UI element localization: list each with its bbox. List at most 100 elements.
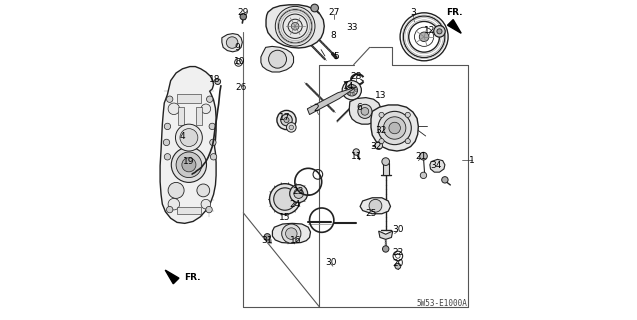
Circle shape: [311, 4, 318, 12]
Text: 14: 14: [343, 82, 355, 91]
Polygon shape: [222, 34, 242, 52]
Circle shape: [240, 13, 247, 20]
Text: 28: 28: [350, 72, 362, 81]
Text: 29: 29: [238, 8, 249, 17]
Circle shape: [175, 124, 203, 151]
Text: 21: 21: [416, 152, 427, 161]
Circle shape: [168, 182, 184, 198]
Circle shape: [201, 104, 211, 114]
Circle shape: [166, 206, 173, 213]
Circle shape: [419, 32, 429, 42]
Polygon shape: [349, 98, 381, 124]
Circle shape: [420, 152, 427, 160]
Polygon shape: [307, 87, 356, 115]
Text: 31: 31: [262, 236, 273, 245]
Circle shape: [355, 89, 357, 92]
Bar: [177, 94, 201, 103]
Text: 19: 19: [183, 157, 195, 166]
Circle shape: [379, 112, 384, 117]
Polygon shape: [266, 5, 324, 48]
Text: 33: 33: [347, 23, 358, 32]
Text: 13: 13: [375, 91, 387, 100]
Circle shape: [282, 224, 301, 243]
Circle shape: [285, 228, 297, 239]
Circle shape: [382, 246, 389, 252]
Circle shape: [201, 199, 211, 209]
Bar: [196, 107, 202, 125]
Circle shape: [420, 172, 427, 179]
Polygon shape: [160, 67, 216, 223]
Circle shape: [215, 79, 220, 84]
Circle shape: [182, 158, 196, 172]
Text: 1: 1: [469, 156, 475, 164]
Circle shape: [164, 123, 171, 130]
Text: 4: 4: [180, 132, 185, 140]
Circle shape: [361, 108, 369, 115]
Circle shape: [197, 184, 210, 197]
Text: 20: 20: [392, 260, 404, 268]
Text: 34: 34: [431, 161, 442, 170]
Circle shape: [164, 154, 171, 160]
Circle shape: [349, 88, 354, 93]
Circle shape: [395, 263, 401, 269]
Circle shape: [389, 122, 401, 134]
Text: 32: 32: [370, 142, 382, 151]
Circle shape: [206, 206, 212, 213]
Circle shape: [284, 117, 289, 123]
Text: 27: 27: [328, 8, 340, 17]
Circle shape: [206, 96, 213, 102]
Text: 22: 22: [392, 248, 403, 257]
Circle shape: [171, 147, 206, 182]
Text: FR.: FR.: [447, 8, 463, 17]
Circle shape: [348, 85, 351, 88]
Circle shape: [264, 234, 271, 240]
Bar: [177, 207, 201, 214]
Circle shape: [226, 37, 238, 48]
Circle shape: [405, 139, 410, 144]
Text: 12: 12: [424, 26, 436, 35]
Circle shape: [434, 26, 445, 37]
Circle shape: [269, 50, 287, 68]
Bar: [382, 163, 389, 175]
Text: 2: 2: [314, 104, 319, 113]
Circle shape: [369, 199, 382, 212]
Text: 30: 30: [325, 258, 336, 267]
Polygon shape: [378, 231, 393, 239]
Circle shape: [441, 177, 448, 183]
Text: 26: 26: [236, 83, 247, 92]
Text: 11: 11: [351, 152, 362, 161]
Circle shape: [353, 92, 355, 95]
Circle shape: [383, 117, 406, 139]
Polygon shape: [185, 173, 194, 182]
Text: 16: 16: [290, 236, 302, 245]
Circle shape: [342, 81, 361, 100]
Text: 5: 5: [333, 52, 339, 60]
Circle shape: [166, 96, 173, 102]
Circle shape: [163, 139, 169, 146]
Polygon shape: [448, 20, 461, 33]
Text: 10: 10: [234, 57, 246, 66]
Text: 25: 25: [366, 209, 377, 218]
Circle shape: [210, 139, 216, 146]
Polygon shape: [261, 46, 294, 72]
Circle shape: [405, 112, 410, 117]
Polygon shape: [273, 223, 310, 243]
Circle shape: [287, 123, 296, 132]
Text: 7: 7: [342, 81, 348, 90]
Circle shape: [378, 127, 385, 134]
Text: 30: 30: [392, 225, 404, 234]
Text: 6: 6: [357, 103, 362, 112]
Circle shape: [375, 142, 382, 149]
Text: 18: 18: [210, 75, 221, 84]
Circle shape: [347, 89, 349, 92]
Circle shape: [346, 84, 357, 96]
Text: 24: 24: [289, 200, 300, 209]
Circle shape: [353, 85, 355, 88]
Bar: [178, 107, 184, 125]
Circle shape: [277, 110, 296, 130]
Circle shape: [289, 125, 294, 130]
Polygon shape: [371, 105, 419, 151]
Circle shape: [180, 129, 198, 147]
Text: FR.: FR.: [184, 273, 201, 282]
Circle shape: [290, 185, 308, 203]
